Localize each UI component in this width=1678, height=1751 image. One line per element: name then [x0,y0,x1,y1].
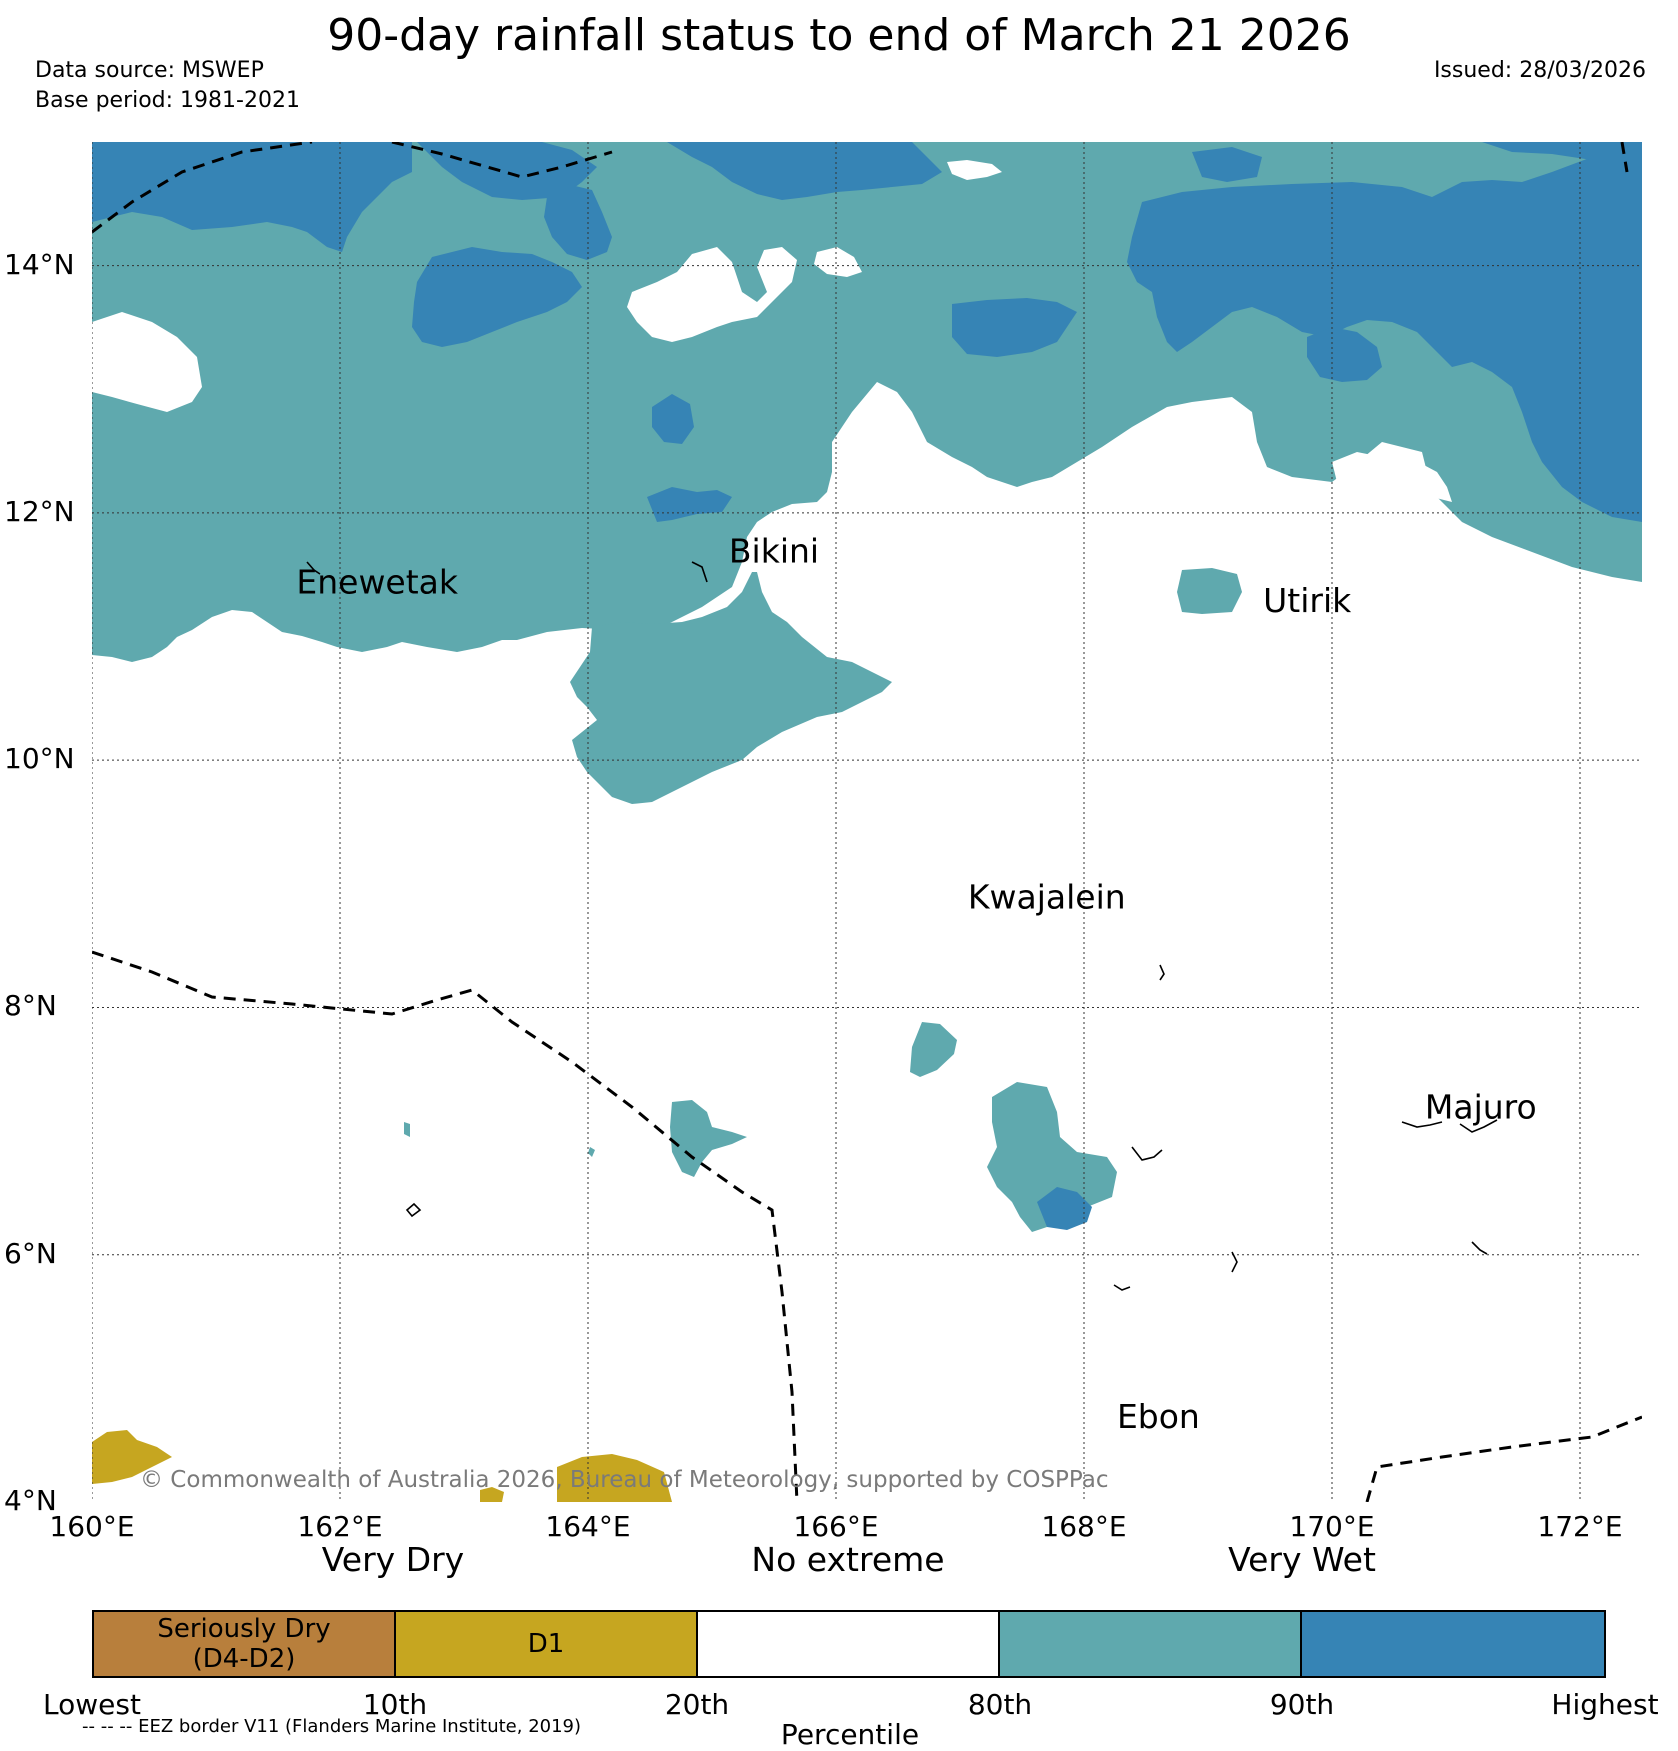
normal-region [814,247,862,277]
highest-region [412,247,582,347]
legend-highest [1302,1612,1604,1676]
lon-tick-label: 168°E [1041,1510,1127,1543]
pct-90th: 90th [1269,1688,1335,1721]
very-wet-region [588,1147,595,1157]
atoll-outline [1471,1241,1488,1255]
eez-border-line [92,142,313,234]
d1-region [92,1430,172,1484]
normal-region [1332,452,1452,502]
category-very-dry: Very Dry [321,1540,465,1579]
highest-region [1307,327,1382,382]
normal-region [627,247,797,342]
lat-tick-label: 4°N [4,1484,57,1517]
pct-80th: 80th [967,1688,1033,1721]
legend-no-extreme [698,1612,1000,1676]
highest-region [544,184,612,260]
place-label-majuro: Majuro [1425,1088,1537,1127]
place-label-enewetak: Enewetak [296,562,459,601]
legend-very-wet [1000,1612,1302,1676]
lat-tick-label: 12°N [4,494,75,528]
issued-date: Issued: 28/03/2026 [1433,58,1646,83]
atolls [306,561,1498,1291]
highest-region [652,394,694,444]
highest-region [952,298,1077,357]
map-canvas: Enewetak Bikini Utirik Kwajalein Majuro Ebon [92,142,1642,1502]
atoll-outline [1401,1121,1443,1128]
pct-highest: Highest [1551,1688,1659,1721]
figure-title: 90-day rainfall status to end of March 2… [327,10,1351,61]
highest-region [1482,142,1642,162]
rainfall-map: Enewetak Bikini Utirik Kwajalein Majuro Ebon … [92,142,1642,1502]
place-labels: Enewetak Bikini Utirik Kwajalein Majuro Ebon [296,531,1536,1435]
d1-region [557,1454,672,1502]
lon-tick-label: 164°E [545,1510,631,1543]
atoll-outline [1459,1119,1498,1133]
graticule [92,142,1642,1502]
category-no-extreme: No extreme [751,1540,945,1579]
eez-border-line [1365,1415,1642,1502]
legend-d1: D1 [396,1612,698,1676]
very-wet-region [404,1122,410,1137]
highest-region [417,142,597,200]
very-wet-region [570,572,892,804]
very-wet-region [910,1022,957,1077]
atoll-outline [691,561,708,583]
pct-20th: 20th [664,1688,730,1721]
eez-footnote: -- -- -- EEZ border V11 (Flanders Marine… [82,1716,582,1737]
normal-region [92,312,202,412]
very-wet-region [1177,568,1242,614]
data-source: Data source: MSWEP [35,58,264,83]
place-label-utirik: Utirik [1263,581,1352,620]
lon-tick-label: 166°E [793,1510,879,1543]
highest-region [92,142,412,252]
atoll-outline [1231,1251,1238,1273]
place-label-ebon: Ebon [1117,1397,1200,1436]
d1-region [480,1487,504,1502]
pct-lowest: Lowest [43,1688,141,1721]
highest-region [1037,1187,1092,1230]
lat-tick-label: 10°N [4,742,75,776]
lat-tick-label: 8°N [4,989,57,1023]
percentile-axis-title: Percentile [780,1718,920,1751]
lon-tick-label: 172°E [1537,1510,1623,1543]
normal-region [947,160,1002,180]
atoll-outline [306,561,321,575]
lon-tick-label: 162°E [297,1510,383,1543]
copyright-notice: © Commonwealth of Australia 2026, Bureau… [140,1467,1109,1493]
atoll-outline [405,1202,422,1218]
highest-region [1192,147,1262,182]
legend-seriously-dry: Seriously Dry (D4-D2) [94,1612,396,1676]
base-period: Base period: 1981-2021 [35,88,300,113]
lon-tick-label: 160°E [49,1510,135,1543]
lat-tick-label: 6°N [4,1236,57,1270]
highest-region [1127,142,1642,522]
lon-tick-label: 170°E [1289,1510,1375,1543]
eez-border [92,142,1642,1502]
very-wet-region [670,1100,747,1177]
highest-region [667,142,942,200]
atoll-outline [1159,964,1165,981]
category-very-wet: Very Wet [1228,1540,1376,1579]
legend-color-bar: Seriously Dry (D4-D2) D1 [92,1610,1606,1678]
eez-border-line [1620,142,1629,173]
atoll-outline [1131,1146,1163,1161]
eez-border-line [92,950,799,1502]
lat-tick-label: 14°N [4,247,75,281]
place-label-bikini: Bikini [729,531,819,570]
place-label-kwajalein: Kwajalein [968,878,1126,917]
atoll-outline [1113,1284,1131,1291]
very-wet-region [987,1082,1117,1232]
pct-10th: 10th [362,1688,428,1721]
